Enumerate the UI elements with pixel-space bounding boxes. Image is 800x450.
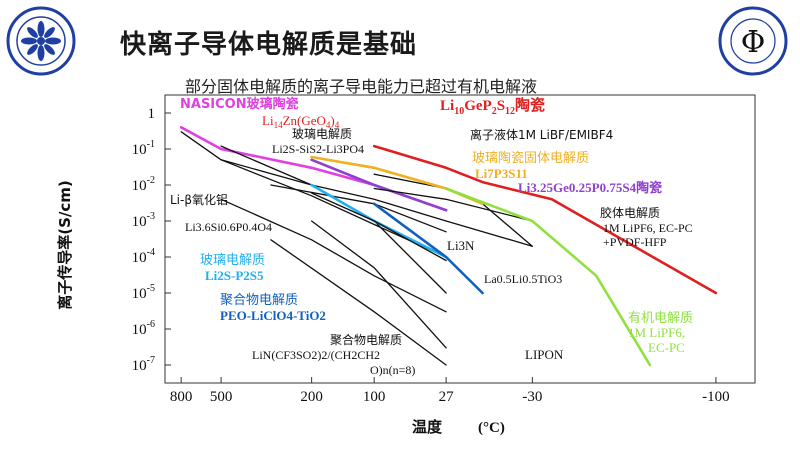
label-organic2: 1M LiPF6, bbox=[628, 325, 685, 340]
series-line-8 bbox=[220, 198, 447, 313]
y-axis-label: 离子传导率(S/cm) bbox=[56, 180, 74, 310]
label-polymer1-formula: PEO-LiClO4-TiO2 bbox=[220, 308, 326, 323]
cas-logo bbox=[6, 6, 76, 76]
x-axis-unit: (°C) bbox=[478, 420, 505, 436]
label-glass2: 玻璃电解质 bbox=[200, 253, 265, 268]
y-tick-label: 10-3 bbox=[132, 211, 155, 230]
y-tick-label: 10-1 bbox=[132, 139, 155, 158]
series-layer bbox=[179, 126, 718, 367]
x-tick-label: -100 bbox=[702, 389, 730, 405]
y-tick-label: 10-5 bbox=[132, 283, 155, 302]
label-glass2-formula: Li2S-P2S5 bbox=[205, 268, 264, 283]
x-tick-label: 800 bbox=[170, 389, 193, 405]
label-polymer1: 聚合物电解质 bbox=[220, 293, 298, 308]
label-gel1: 胶体电解质 bbox=[600, 205, 660, 220]
series-line-12 bbox=[310, 192, 447, 262]
series-line-14 bbox=[444, 187, 652, 367]
label-glass1: 玻璃电解质 bbox=[292, 127, 352, 141]
label-polymer2: 聚合物电解质 bbox=[330, 332, 402, 347]
label-lgps: Li10GeP2S12陶瓷 bbox=[440, 96, 545, 117]
x-tick-label: -30 bbox=[522, 389, 542, 405]
y-tick-label: 10-7 bbox=[132, 355, 155, 374]
label-lizn: Li14Zn(GeO4)4 bbox=[262, 113, 340, 130]
svg-text:Φ: Φ bbox=[741, 25, 766, 60]
y-tick-label: 10-4 bbox=[132, 247, 155, 266]
x-axis-label: 温度 bbox=[412, 418, 443, 436]
series-line-6 bbox=[310, 158, 448, 212]
label-beta-alumina: Li-β氧化铝 bbox=[170, 192, 228, 207]
label-organic3: EC-PC bbox=[648, 340, 685, 355]
y-tick-label: 10-2 bbox=[132, 175, 155, 194]
label-llto: La0.5Li0.5TiO3 bbox=[484, 272, 562, 286]
label-nasicon: NASICON玻璃陶瓷 bbox=[180, 96, 299, 112]
y-axis-title: 离子传导率(S/cm) bbox=[56, 180, 74, 310]
series-line-3 bbox=[220, 159, 533, 247]
label-ligeps: Li3.25Ge0.25P0.75S4陶瓷 bbox=[518, 180, 662, 195]
series-line-13 bbox=[372, 202, 484, 295]
plot-frame bbox=[164, 94, 756, 384]
series-line-10 bbox=[373, 187, 533, 222]
label-polymer2-f1: LiN(CF3SO2)2/(CH2CH2 bbox=[252, 348, 380, 362]
series-line-9 bbox=[270, 184, 447, 233]
label-lipon: LIPON bbox=[525, 347, 564, 362]
y-axis: 1 10-1 10-2 10-3 10-4 10-5 10-6 10-7 bbox=[132, 106, 171, 374]
x-tick-label: 500 bbox=[210, 389, 233, 405]
label-gel3: +PVDF-HFP bbox=[603, 235, 667, 249]
label-organic1: 有机电解质 bbox=[628, 311, 693, 326]
iop-logo: Φ bbox=[718, 6, 788, 76]
x-tick-label: 200 bbox=[300, 389, 323, 405]
series-labels: NASICON玻璃陶瓷 Li10GeP2S12陶瓷 Li14Zn(GeO4)4 … bbox=[170, 96, 693, 377]
series-line-1 bbox=[372, 144, 718, 295]
series-line-15 bbox=[310, 220, 447, 349]
label-glass1-formula: Li2S-SiS2-Li3PO4 bbox=[272, 142, 364, 156]
x-tick-label: 100 bbox=[363, 389, 386, 405]
label-li3n: Li3N bbox=[447, 238, 475, 253]
label-li7p3s11: Li7P3S11 bbox=[475, 166, 528, 181]
series-line-16 bbox=[270, 239, 447, 366]
label-gel2: 1M LiPF6, EC-PC bbox=[603, 221, 693, 235]
x-axis: 800 500 200 100 27 -30 -100 bbox=[170, 377, 730, 405]
label-polymer2-f2: O)n(n=8) bbox=[370, 363, 415, 377]
label-lisip: Li3.6Si0.6P0.4O4 bbox=[185, 220, 272, 234]
label-glass-ceramic: 玻璃陶瓷固体电解质 bbox=[472, 150, 589, 166]
y-tick-label: 10-6 bbox=[132, 319, 155, 338]
slide-subtitle: 部分固体电解质的离子导电能力已超过有机电解液 bbox=[185, 77, 538, 96]
series-line-7 bbox=[180, 131, 447, 258]
slide-title: 快离子导体电解质是基础 bbox=[120, 30, 418, 60]
y-tick-label: 1 bbox=[148, 106, 156, 122]
x-tick-label: 27 bbox=[439, 389, 455, 405]
label-ionic-liquid: 离子液体1M LiBF/EMIBF4 bbox=[470, 127, 613, 142]
